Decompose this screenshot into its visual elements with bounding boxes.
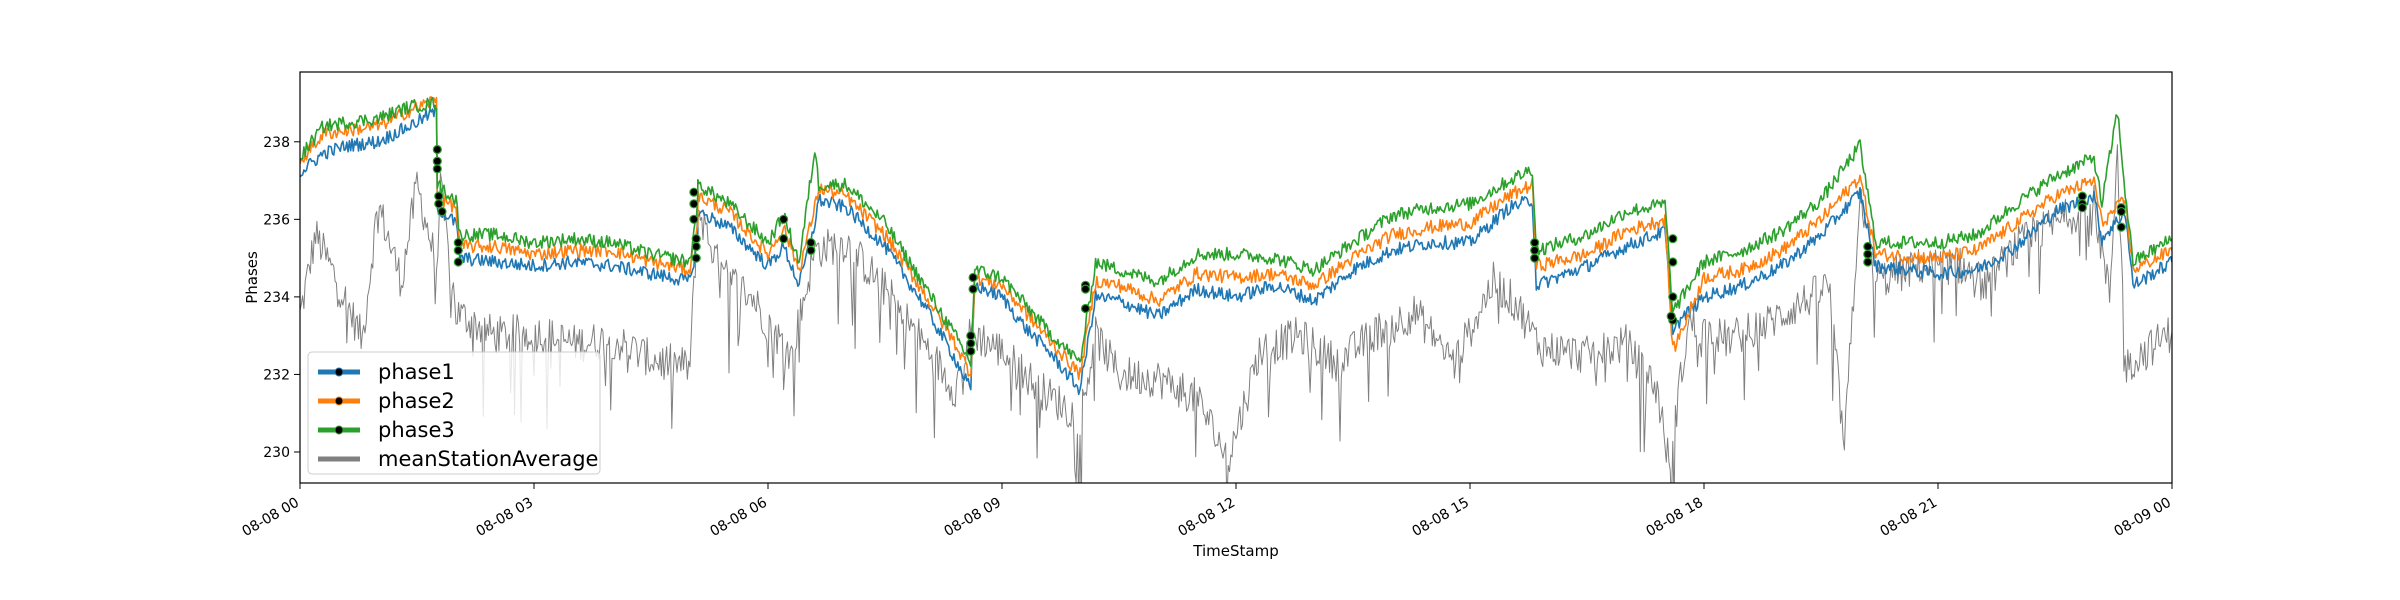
series-line-meanStationAverage <box>300 144 2172 483</box>
legend-label-meanStationAverage: meanStationAverage <box>378 447 598 471</box>
phase-change-marker <box>1863 241 1873 252</box>
phase-change-marker <box>1530 245 1540 255</box>
phase-change-marker <box>691 234 701 244</box>
phase-change-marker <box>806 238 816 248</box>
phase-change-marker <box>1666 311 1676 321</box>
legend-label-phase1: phase1 <box>378 360 455 384</box>
phase-change-marker <box>1530 238 1540 248</box>
phase-change-marker <box>968 284 978 294</box>
phase-change-marker <box>806 245 816 255</box>
y-tick-label: 234 <box>263 290 290 306</box>
phase-change-marker <box>968 272 978 283</box>
phase-change-marker <box>1668 257 1678 267</box>
y-tick-label: 232 <box>263 367 290 383</box>
legend-label-phase2: phase2 <box>378 389 455 413</box>
phase-change-marker <box>2077 203 2087 213</box>
phase-change-marker <box>689 187 699 197</box>
phase-change-marker <box>1863 257 1873 267</box>
phase-change-marker <box>2077 191 2087 201</box>
legend-box <box>307 351 601 475</box>
phase-change-marker <box>434 199 444 209</box>
y-tick-label: 236 <box>263 212 290 228</box>
phase-change-marker <box>432 144 442 155</box>
x-axis-label: TimeStamp <box>1192 542 1278 560</box>
y-tick-label: 238 <box>263 135 290 151</box>
phase-change-marker <box>778 234 789 244</box>
phase-change-marker <box>432 156 442 166</box>
series-line-phase2 <box>300 96 2172 381</box>
phase-change-marker <box>2116 222 2126 232</box>
phase-change-marker <box>691 253 701 263</box>
phase-change-marker <box>2116 207 2126 217</box>
phase-change-marker <box>1668 234 1678 244</box>
phase-change-marker <box>778 214 789 224</box>
phase-change-marker <box>966 338 976 348</box>
y-tick-label: 230 <box>263 445 290 461</box>
phase-change-marker <box>453 238 463 248</box>
phase-change-marker <box>689 199 699 209</box>
phase-change-marker <box>437 207 447 217</box>
legend-marker-phase1 <box>334 367 344 377</box>
legend-marker-phase2 <box>334 396 344 406</box>
legend: phase1 phase2 phase3 meanStationAverage <box>307 351 601 475</box>
phase-change-marker <box>434 191 444 201</box>
series-line-phase1 <box>300 104 2172 396</box>
phase-change-marker <box>689 214 699 224</box>
phase-change-marker <box>1080 303 1091 314</box>
legend-marker-phase3 <box>334 425 344 435</box>
phase-change-marker <box>966 331 976 341</box>
plot-area <box>300 96 2172 483</box>
y-axis-label: Phases <box>243 251 261 304</box>
legend-label-phase3: phase3 <box>378 418 455 442</box>
phase-change-marker <box>1530 253 1540 263</box>
phase-change-marker <box>453 245 463 255</box>
phase-change-marker <box>1863 249 1873 259</box>
phase-change-marker <box>453 257 463 267</box>
y-axis: 230 232 234 236 238 <box>263 135 300 461</box>
series-line-phase3 <box>300 96 2172 367</box>
phase-change-marker <box>432 164 442 174</box>
phase-change-marker <box>966 346 976 356</box>
phase-change-marker <box>691 241 701 252</box>
phase-change-marker <box>1668 292 1678 302</box>
phase-change-marker <box>1080 284 1091 294</box>
